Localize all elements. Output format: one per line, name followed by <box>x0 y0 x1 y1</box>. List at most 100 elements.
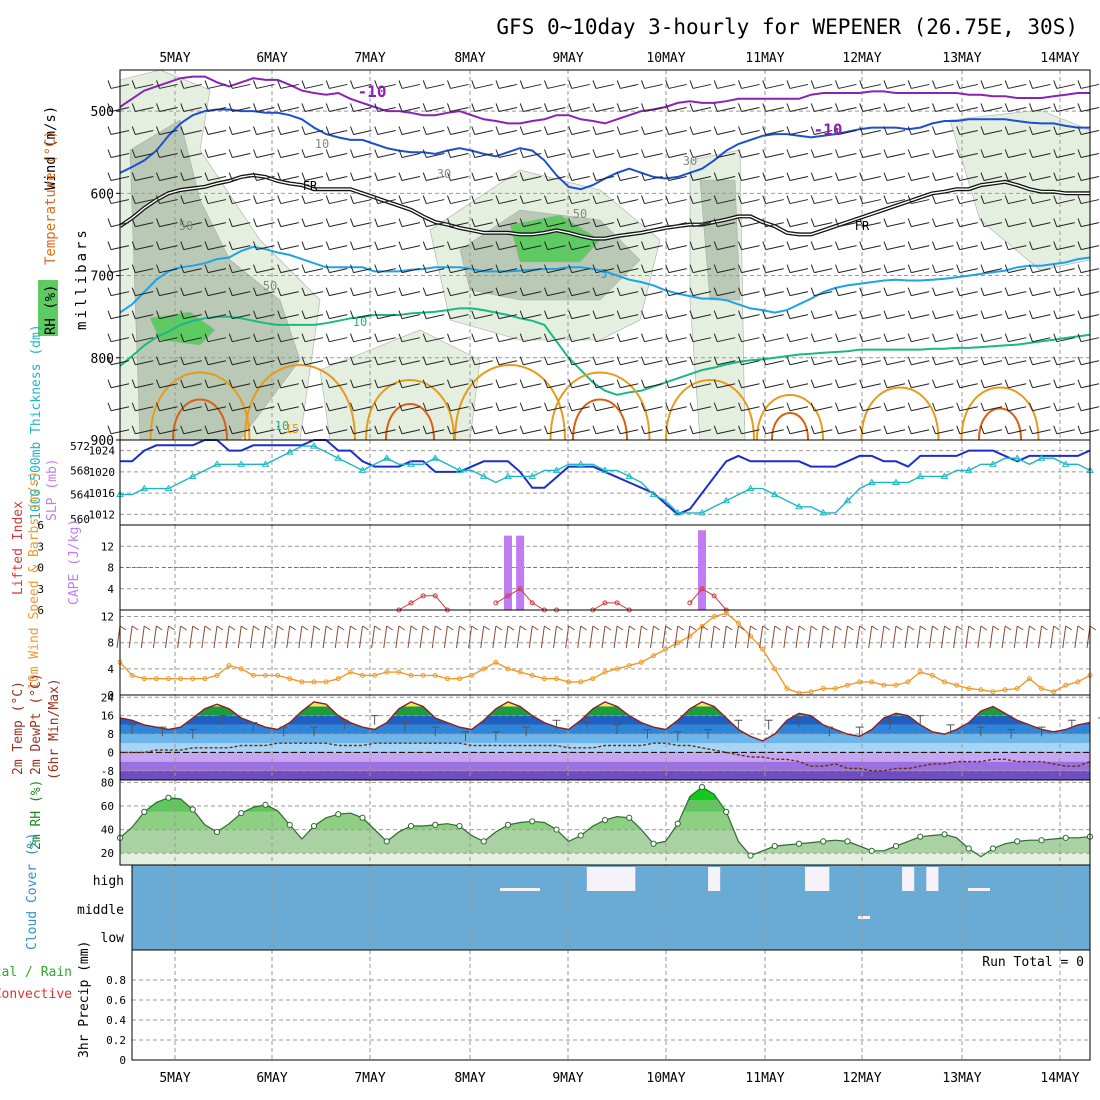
wind-barb <box>859 149 881 158</box>
wind-tick-label: 12 <box>101 611 114 624</box>
wind-barb-10m <box>928 625 939 649</box>
wind-speed-point <box>687 633 693 639</box>
wind-barb <box>859 310 881 320</box>
wind-barb <box>883 126 906 135</box>
wind-barb <box>665 287 687 297</box>
wind-barb-10m <box>1074 625 1085 649</box>
day-label-top: 6MAY <box>256 51 287 66</box>
wind-barb <box>374 241 396 251</box>
wind-barb-10m <box>359 625 369 649</box>
wind-barb <box>956 402 978 412</box>
temp-max-whisker <box>704 728 713 739</box>
rh-point <box>529 818 536 825</box>
temp-band <box>120 701 1090 707</box>
wind-barb <box>859 80 881 89</box>
wind-barb-10m <box>262 625 272 649</box>
wind-barb <box>131 218 154 228</box>
wind-barb-10m <box>1086 625 1097 649</box>
precip-axis-label: 3hr Precip (mm) <box>77 941 92 1058</box>
wind-barb <box>883 241 906 251</box>
temp-max-whisker <box>491 731 500 741</box>
wind-speed-point <box>1026 676 1032 682</box>
wind-barb <box>204 195 227 205</box>
wind-barb <box>932 172 954 182</box>
wind-barb <box>180 241 202 251</box>
wind-barb <box>422 356 445 366</box>
dewpoint-axis-label: 2m DewPt (°C) <box>29 673 44 775</box>
wind-barb <box>277 310 299 320</box>
wind-speed-point <box>917 669 923 675</box>
wind-barb <box>471 356 493 366</box>
wind-barb <box>956 379 978 389</box>
wind-barb <box>544 287 566 297</box>
wind-barb <box>689 241 712 251</box>
wind-barb <box>665 379 687 389</box>
wind-barb <box>544 356 566 366</box>
wind-barb <box>786 310 809 320</box>
wind-barb-10m <box>116 625 127 649</box>
wind-barb <box>956 126 978 135</box>
wind-barb <box>131 402 154 412</box>
wind-barb-10m <box>346 625 357 649</box>
wind-barb <box>544 103 566 112</box>
wind-barb <box>495 126 518 135</box>
wind-barb <box>616 126 639 135</box>
wind-barb <box>277 402 299 412</box>
wind-barb <box>568 425 590 435</box>
wind-barb <box>301 264 324 274</box>
wind-barb <box>350 218 372 228</box>
wind-barb-10m <box>286 625 297 649</box>
temp-tick-label: 0 <box>107 746 114 759</box>
wind-barb <box>1004 126 1027 135</box>
wind-barb <box>786 425 809 435</box>
wind-barb <box>907 333 930 343</box>
wind-barb <box>616 287 639 297</box>
wind-barb <box>713 425 736 435</box>
wind-barb <box>277 103 299 112</box>
rh-legend-swatch <box>38 280 58 336</box>
wind-speed-point <box>372 672 378 678</box>
wind-barb <box>350 103 372 112</box>
wind-barb <box>277 425 299 435</box>
wind-barb <box>1029 218 1051 228</box>
wind-barb <box>859 218 881 228</box>
wind-barb <box>156 333 178 343</box>
wind-barb <box>568 287 590 297</box>
slp-frame <box>119 439 1091 526</box>
rh-point <box>383 838 390 845</box>
wind-barb <box>398 310 421 320</box>
wind-barb <box>228 80 251 89</box>
wind-barb-10m <box>674 625 685 649</box>
wind-barb <box>350 425 372 435</box>
wind-barb <box>689 356 712 366</box>
wind-barb <box>471 195 493 205</box>
wind-barb <box>907 195 930 205</box>
wind-barb <box>544 241 566 251</box>
wind-barb <box>713 218 736 228</box>
wind-barb <box>325 126 348 135</box>
day-label-top: 10MAY <box>646 51 685 66</box>
cape-bar <box>698 530 706 610</box>
wind-barb <box>180 103 202 112</box>
isotherm-15-loop <box>244 364 356 441</box>
wind-barb <box>738 310 760 320</box>
wind-barb <box>447 103 469 112</box>
wind-barb <box>665 172 687 182</box>
wind-barb <box>641 195 663 205</box>
wind-barb <box>641 80 663 89</box>
wind-barb <box>713 402 736 412</box>
wind-barb <box>180 195 202 205</box>
wind-barb <box>156 149 178 158</box>
wind-barb <box>544 195 566 205</box>
wind-speed-point <box>202 676 208 682</box>
wind-barb-10m <box>844 625 854 649</box>
wind-barb <box>422 310 445 320</box>
wind-barb <box>786 264 809 274</box>
wind-barb <box>1053 287 1075 297</box>
wind-barb <box>980 149 1003 158</box>
wind-barb <box>1053 80 1075 89</box>
wind-barb <box>228 218 251 228</box>
lifted-tick-label: 3 <box>37 583 44 596</box>
wind-barb <box>131 126 154 135</box>
wind-barb <box>253 425 275 435</box>
